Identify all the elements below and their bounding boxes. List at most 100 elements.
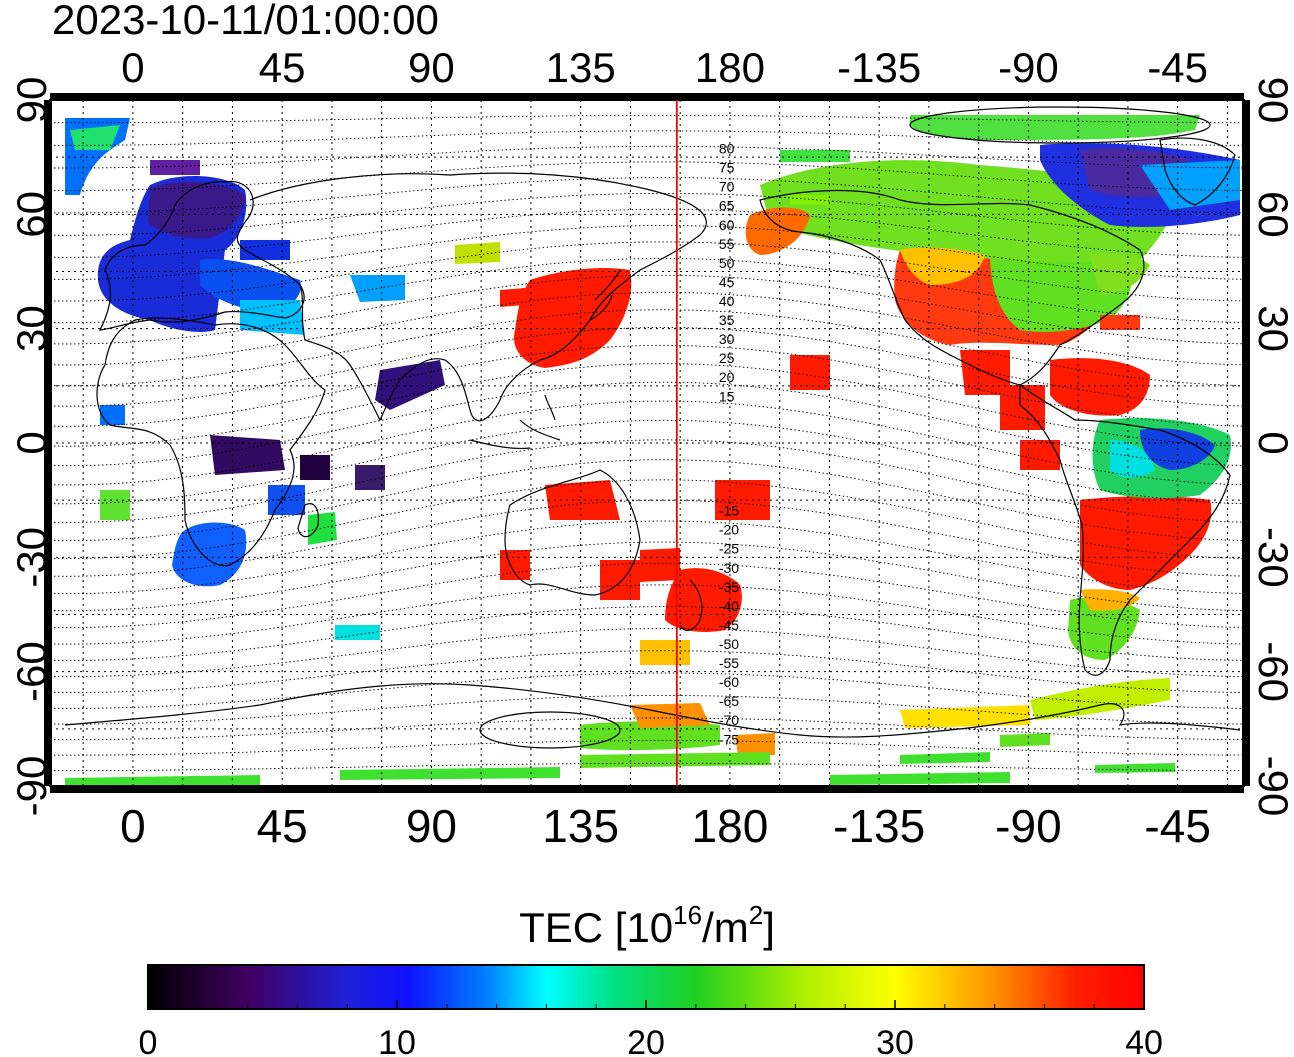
top-longitude-tick-label: 90 <box>408 44 455 91</box>
bottom-longitude-ticks: 0 45 90 135 180 -135 -90 -45 <box>120 800 1211 852</box>
left-latitude-tick-label: 60 <box>8 191 55 238</box>
bottom-longitude-tick-label: 180 <box>692 800 769 852</box>
magnetic-latitude-label: 65 <box>719 198 735 214</box>
bottom-longitude-tick-label: -45 <box>1144 800 1210 852</box>
left-latitude-tick-label: 30 <box>8 305 55 352</box>
magnetic-latitude-label: -20 <box>719 522 739 538</box>
magnetic-latitude-label: -60 <box>719 674 739 690</box>
magnetic-latitude-contour <box>50 145 1244 169</box>
tec-data-layer <box>65 115 1240 785</box>
right-latitude-tick-label: -30 <box>1250 527 1294 588</box>
magnetic-latitude-label: -55 <box>719 655 739 671</box>
left-latitude-tick-label: -60 <box>8 641 55 702</box>
magnetic-latitude-label: -50 <box>719 636 739 652</box>
bottom-longitude-tick-label: 90 <box>406 800 457 852</box>
right-latitude-tick-label: -60 <box>1250 641 1294 702</box>
magnetic-latitude-label: -75 <box>719 731 739 747</box>
latitude-ruler-left <box>44 100 52 786</box>
longitude-ruler-bottom <box>50 786 1244 793</box>
magnetic-latitude-contour <box>50 309 1244 387</box>
colorbar-title: TEC [1016/m2] <box>519 900 775 951</box>
magnetic-latitude-label: 45 <box>719 274 735 290</box>
right-latitude-ticks: 90 60 30 0 -30 -60 -90 <box>1250 77 1294 817</box>
magnetic-latitude-contour <box>50 363 1244 447</box>
top-longitude-tick-label: 180 <box>695 44 765 91</box>
right-latitude-tick-label: 90 <box>1250 77 1294 124</box>
colorbar-tick-label: 30 <box>876 1024 914 1057</box>
bottom-longitude-tick-label: 45 <box>257 800 308 852</box>
magnetic-latitude-contour <box>50 562 1244 629</box>
bottom-longitude-tick-label: -90 <box>995 800 1061 852</box>
magnetic-latitude-contour <box>50 177 1244 214</box>
magnetic-latitude-label: -65 <box>719 693 739 709</box>
magnetic-latitude-label: -15 <box>719 503 739 519</box>
magnetic-latitude-label: 50 <box>719 255 735 271</box>
top-longitude-tick-label: 0 <box>121 44 144 91</box>
magnetic-latitude-contour <box>50 419 1244 505</box>
magnetic-latitude-contour <box>50 740 1244 756</box>
right-latitude-tick-label: 60 <box>1250 191 1294 238</box>
left-latitude-ticks: 90 60 30 0 -30 -60 -90 <box>8 77 55 817</box>
right-latitude-tick-label: -90 <box>1250 756 1294 817</box>
top-longitude-tick-label: 135 <box>546 44 616 91</box>
magnetic-latitude-contour <box>50 459 1244 542</box>
magnetic-latitude-contour <box>50 400 1244 486</box>
coastlines <box>64 106 1241 749</box>
magnetic-latitude-contour <box>50 225 1244 280</box>
magnetic-latitude-label: -35 <box>719 579 739 595</box>
magnetic-latitude-contours <box>50 114 1244 772</box>
magnetic-latitude-label: 55 <box>719 236 735 252</box>
magnetic-latitude-contour <box>50 762 1244 772</box>
magnetic-latitude-label: 25 <box>719 350 735 366</box>
coordinate-grid <box>50 100 1244 786</box>
magnetic-latitude-contour <box>50 520 1244 595</box>
magnetic-latitude-label: 70 <box>719 179 735 195</box>
magnetic-latitude-label: 35 <box>719 312 735 328</box>
left-latitude-tick-label: 0 <box>8 431 55 454</box>
left-latitude-tick-label: -90 <box>8 756 55 817</box>
longitude-ruler-top <box>50 93 1244 100</box>
magnetic-latitude-contour <box>50 381 1244 467</box>
map-timestamp-title: 2023-10-11/01:00:00 <box>52 0 439 43</box>
map-plot-area: 80 75 70 65 60 55 50 45 40 35 30 25 20 15 -15 -20 -25 -30… <box>50 100 1244 786</box>
magnetic-latitude-contour <box>50 241 1244 302</box>
bottom-longitude-tick-label: -135 <box>833 800 925 852</box>
magnetic-latitude-label: -45 <box>719 617 739 633</box>
right-latitude-tick-label: 30 <box>1250 305 1294 352</box>
magnetic-latitude-label: -70 <box>719 712 739 728</box>
left-latitude-tick-label: -30 <box>8 527 55 588</box>
colorbar-tick-label: 10 <box>378 1024 416 1057</box>
magnetic-latitude-labels: 80 75 70 65 60 55 50 45 40 35 30 25 20 15 -15 -20 -25 -30… <box>719 141 739 748</box>
magnetic-latitude-contour <box>50 344 1244 427</box>
magnetic-latitude-label: -30 <box>719 560 739 576</box>
colorbar-tick-label: 20 <box>627 1024 665 1057</box>
top-longitude-tick-label: -45 <box>1147 44 1208 91</box>
magnetic-latitude-contour <box>50 130 1244 146</box>
magnetic-latitude-label: -40 <box>719 598 739 614</box>
left-latitude-tick-label: 90 <box>8 77 55 124</box>
latitude-ruler-right <box>1242 100 1250 786</box>
colorbar-ticks: 0 10 20 30 40 <box>139 1000 1163 1057</box>
magnetic-latitude-contour <box>50 114 1244 124</box>
magnetic-latitude-label: 20 <box>719 369 735 385</box>
magnetic-latitude-contour <box>50 717 1244 741</box>
magnetic-latitude-contour <box>50 584 1244 645</box>
top-longitude-tick-label: -135 <box>837 44 921 91</box>
top-longitude-tick-label: -90 <box>998 44 1059 91</box>
magnetic-latitude-label: 80 <box>719 141 735 157</box>
magnetic-latitude-label: -25 <box>719 541 739 557</box>
top-longitude-tick-label: 45 <box>259 44 306 91</box>
magnetic-latitude-label: 60 <box>719 217 735 233</box>
magnetic-latitude-contour <box>50 672 1244 709</box>
magnetic-latitude-contour <box>50 257 1244 324</box>
magnetic-latitude-label: 15 <box>719 388 735 404</box>
magnetic-latitude-contour <box>50 606 1244 661</box>
colorbar-tick-label: 0 <box>139 1024 158 1057</box>
magnetic-latitude-label: 75 <box>719 160 735 176</box>
magnetic-latitude-contour <box>50 291 1244 366</box>
magnetic-latitude-label: 40 <box>719 293 735 309</box>
magnetic-latitude-contour <box>50 499 1244 577</box>
magnetic-latitude-contour <box>50 161 1244 192</box>
magnetic-latitude-contour <box>50 694 1244 725</box>
